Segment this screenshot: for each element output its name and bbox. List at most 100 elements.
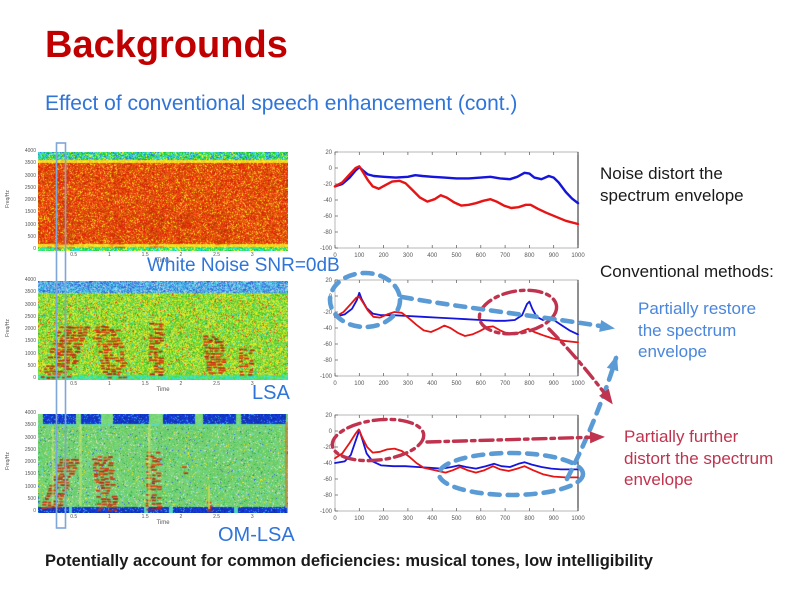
freq-axis-ticks: 4000 3500 3000 2500 2000 1500 1000 500 0 bbox=[12, 278, 36, 381]
envelope-plot-omlsa: 0 100 200 300 400 500 600 700 800 900 1000 20 0 -20 -4… bbox=[320, 409, 590, 531]
freq-axis-label: Freq/Hz bbox=[4, 452, 11, 470]
x-tick-label: 300 bbox=[403, 516, 414, 522]
x-tick-label: 0 bbox=[333, 253, 337, 259]
spectrogram-caption-lsa: LSA bbox=[252, 382, 290, 404]
note-conventional-methods: Conventional methods: bbox=[600, 262, 774, 281]
x-tick-label: 700 bbox=[500, 516, 511, 522]
time-tick-label: 1 bbox=[108, 381, 111, 387]
freq-tick-label: 3500 bbox=[24, 160, 36, 167]
x-tick-label: 300 bbox=[403, 381, 414, 387]
freq-axis-label: Freq/Hz bbox=[4, 319, 11, 337]
spectrogram-image-lsa bbox=[38, 281, 288, 380]
blue-envelope bbox=[334, 429, 579, 471]
x-tick-label: 0 bbox=[333, 381, 337, 387]
freq-tick-label: 0 bbox=[33, 375, 36, 381]
note-partially-distort: Partially further distort the spectrum e… bbox=[624, 427, 774, 490]
spectrogram-caption-white-noise: White Noise SNR=0dB bbox=[147, 255, 340, 276]
x-tick-label: 500 bbox=[451, 516, 462, 522]
y-tick-label: 0 bbox=[329, 294, 333, 300]
x-tick-label: 400 bbox=[427, 253, 438, 259]
spectrogram-panel-lsa: Freq/Hz 4000 3500 3000 2500 2000 1500 1000 500 0… bbox=[0, 278, 350, 421]
y-tick-label: -20 bbox=[323, 445, 332, 451]
envelope-plot-lsa: 0 100 200 300 400 500 600 700 800 900 1000 20 0 -20 -4… bbox=[320, 274, 590, 396]
y-tick-label: -20 bbox=[323, 310, 332, 316]
time-tick-label: 2 bbox=[179, 381, 183, 387]
y-tick-label: -100 bbox=[320, 374, 333, 380]
x-tick-label: 1000 bbox=[571, 516, 585, 522]
x-tick-label: 600 bbox=[476, 253, 487, 259]
red-envelope bbox=[334, 428, 579, 479]
x-tick-label: 900 bbox=[549, 381, 560, 387]
time-tick-label: 2.5 bbox=[213, 252, 221, 258]
slide-title: Backgrounds bbox=[45, 24, 288, 66]
spectrogram-panel-white-noise: Freq/Hz 4000 3500 3000 2500 2000 1500 1000 500 0… bbox=[0, 149, 350, 292]
freq-tick-label: 4000 bbox=[24, 277, 36, 283]
freq-tick-label: 2000 bbox=[24, 459, 36, 465]
x-tick-label: 200 bbox=[379, 516, 390, 522]
note-partially-restore: Partially restore the spectrum envelope bbox=[638, 299, 757, 362]
y-tick-label: -80 bbox=[323, 493, 332, 499]
freq-tick-label: 0 bbox=[33, 246, 36, 252]
time-tick-label: 2 bbox=[179, 252, 183, 258]
freq-tick-label: 1000 bbox=[24, 483, 36, 490]
freq-tick-label: 2500 bbox=[24, 446, 36, 453]
y-tick-label: -40 bbox=[323, 198, 332, 204]
time-tick-label: 1.5 bbox=[141, 514, 149, 520]
y-tick-label: 0 bbox=[329, 429, 333, 435]
y-tick-label: -60 bbox=[323, 214, 332, 220]
freq-axis-ticks: 4000 3500 3000 2500 2000 1500 1000 500 0 bbox=[12, 149, 36, 252]
slide-footer: Potentially account for common deficienc… bbox=[45, 552, 653, 570]
x-tick-label: 100 bbox=[354, 381, 365, 387]
red-envelope bbox=[333, 165, 580, 226]
time-axis-label: Time bbox=[156, 387, 170, 393]
x-tick-label: 400 bbox=[427, 516, 438, 522]
freq-tick-label: 2000 bbox=[24, 197, 36, 203]
note-noise-distort: Noise distort the spectrum envelope bbox=[600, 164, 744, 205]
time-tick-label: 3 bbox=[250, 514, 254, 520]
x-tick-label: 1000 bbox=[571, 253, 585, 259]
x-tick-label: 800 bbox=[524, 516, 535, 522]
freq-axis-label: Freq/Hz bbox=[4, 190, 11, 208]
x-tick-label: 100 bbox=[354, 253, 365, 259]
time-axis-ticks: 0.5 1 1.5 2 2.5 3 bbox=[38, 252, 288, 260]
freq-tick-label: 3000 bbox=[24, 172, 36, 179]
slide-subtitle: Effect of conventional speech enhancemen… bbox=[45, 92, 518, 115]
y-tick-label: -100 bbox=[320, 246, 333, 252]
spectrogram-image-omlsa bbox=[38, 414, 288, 513]
x-tick-label: 500 bbox=[451, 381, 462, 387]
y-tick-label: 20 bbox=[325, 278, 332, 284]
x-tick-label: 800 bbox=[524, 381, 535, 387]
y-tick-label: -40 bbox=[323, 326, 332, 332]
spectrogram-image-white-noise bbox=[38, 152, 288, 251]
x-tick-label: 400 bbox=[427, 381, 438, 387]
x-tick-label: 800 bbox=[524, 253, 535, 259]
x-tick-label: 700 bbox=[500, 253, 511, 259]
spectrogram-caption-omlsa: OM-LSA bbox=[218, 524, 295, 546]
envelope-chart: 0 100 200 300 400 500 600 700 800 900 1000200-20-4… bbox=[320, 413, 585, 522]
x-tick-label: 900 bbox=[549, 516, 560, 522]
x-tick-label: 200 bbox=[379, 253, 390, 259]
freq-tick-label: 500 bbox=[27, 495, 36, 502]
time-axis-label: Time bbox=[156, 258, 170, 264]
freq-tick-label: 2500 bbox=[24, 184, 36, 191]
time-tick-label: 1.5 bbox=[141, 381, 149, 387]
freq-tick-label: 3500 bbox=[24, 422, 36, 429]
freq-tick-label: 1500 bbox=[24, 209, 36, 216]
x-tick-label: 700 bbox=[500, 381, 511, 387]
freq-tick-label: 2500 bbox=[24, 313, 36, 320]
spectrogram-panel-omlsa: Freq/Hz 4000 3500 3000 2500 2000 1500 1000 500 0… bbox=[0, 410, 350, 554]
y-tick-label: -20 bbox=[323, 182, 332, 188]
x-tick-label: 200 bbox=[379, 381, 390, 387]
y-tick-label: -80 bbox=[323, 358, 332, 364]
freq-tick-label: 4000 bbox=[24, 410, 36, 416]
time-tick-label: 2.5 bbox=[213, 381, 221, 387]
x-tick-label: 900 bbox=[549, 253, 560, 259]
x-tick-label: 0 bbox=[333, 516, 337, 522]
freq-tick-label: 3000 bbox=[24, 301, 36, 308]
time-axis-label: Time bbox=[156, 520, 170, 526]
freq-tick-label: 3500 bbox=[24, 289, 36, 296]
freq-tick-label: 500 bbox=[27, 362, 36, 369]
x-tick-label: 100 bbox=[354, 516, 365, 522]
time-axis-ticks: 0.5 1 1.5 2 2.5 3 bbox=[38, 514, 288, 522]
